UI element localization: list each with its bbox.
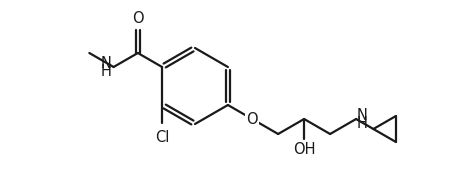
Text: OH: OH <box>293 142 316 157</box>
Text: N: N <box>101 56 112 71</box>
Text: Cl: Cl <box>155 130 169 145</box>
Text: H: H <box>357 117 368 131</box>
Text: H: H <box>101 64 112 80</box>
Text: N: N <box>357 108 368 124</box>
Text: O: O <box>246 112 258 127</box>
Text: O: O <box>132 11 144 26</box>
